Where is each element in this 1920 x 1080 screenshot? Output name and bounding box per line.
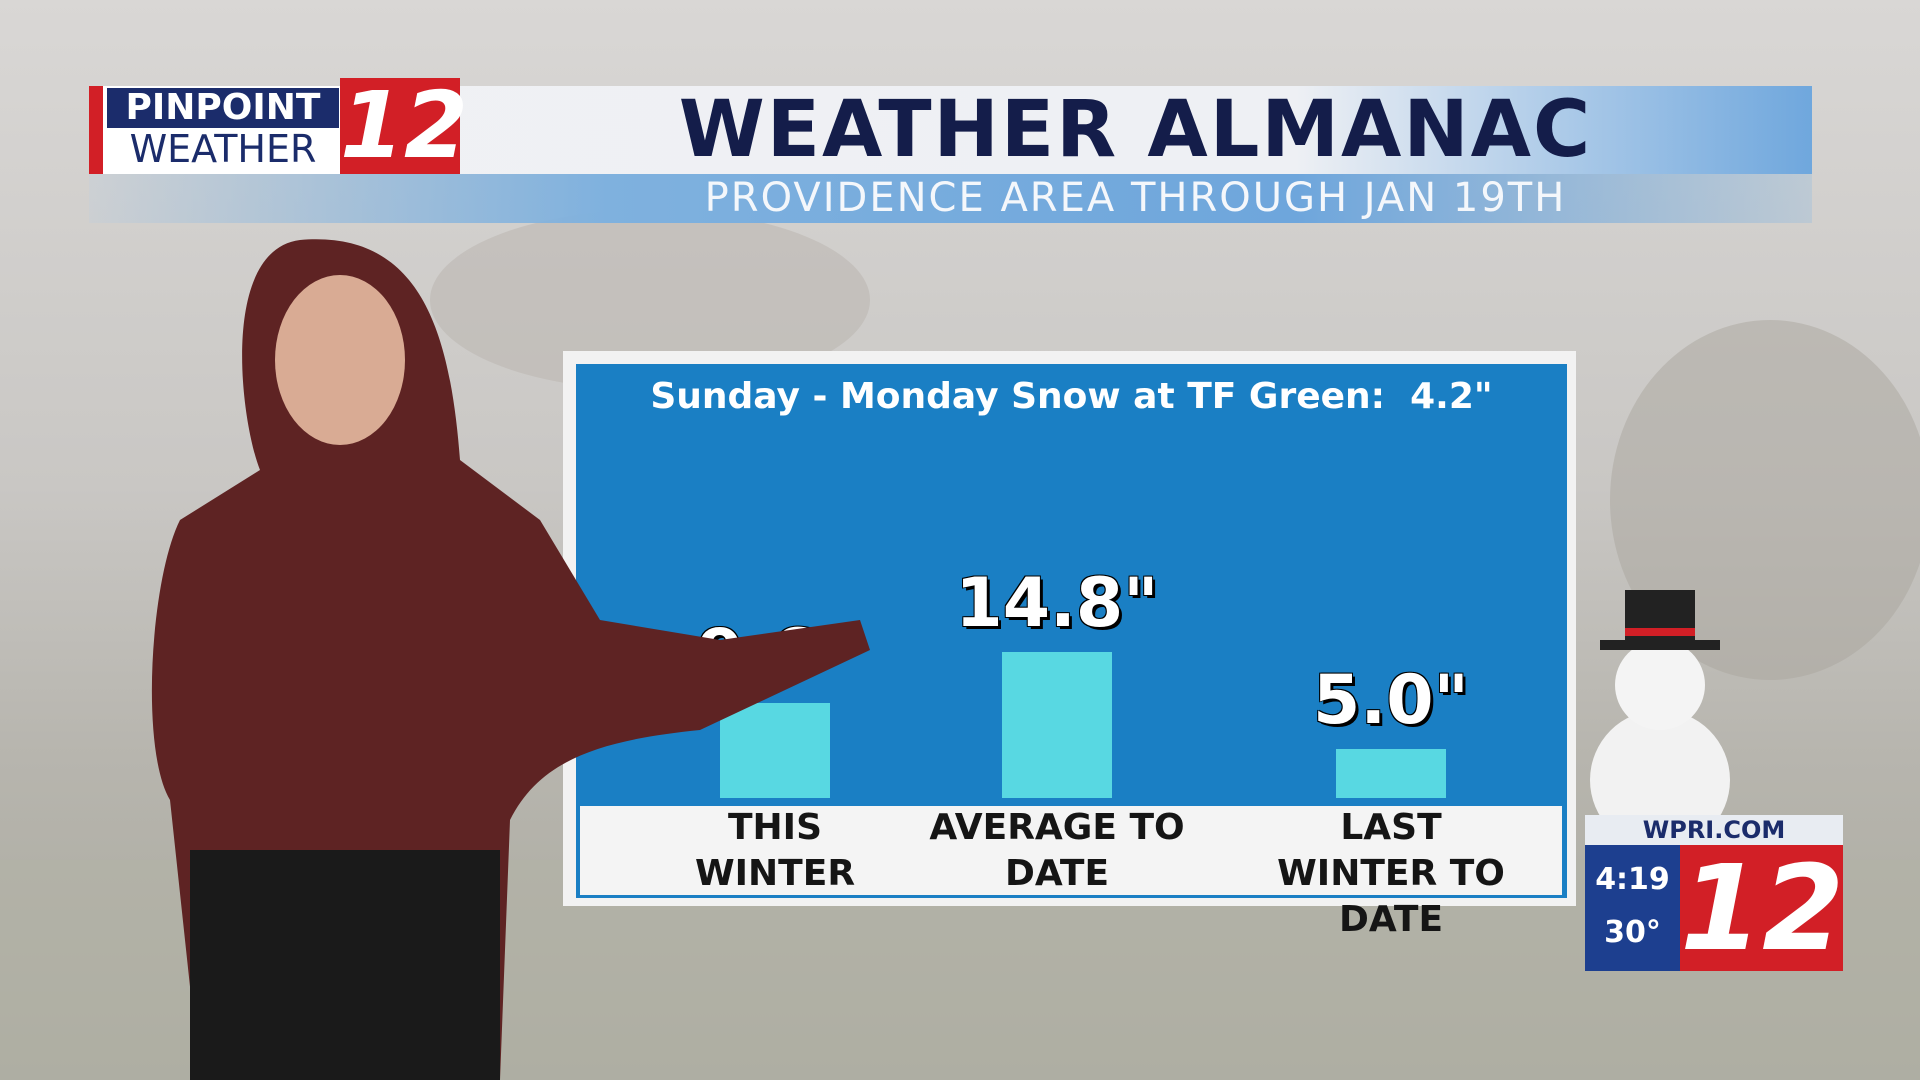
logo-top: PINPOINT — [107, 88, 339, 128]
trees — [430, 210, 870, 390]
value-label: 14.8" — [955, 564, 1159, 644]
category-label: AVERAGE TO DATE — [929, 807, 1185, 894]
chart-title: Sunday - Monday Snow at TF Green: 4.2" — [650, 376, 1493, 417]
subtitle: PROVIDENCE AREA THROUGH JAN 19TH — [704, 175, 1567, 221]
category-label: THIS WINTER — [694, 807, 856, 894]
bar — [1002, 652, 1112, 798]
snowman — [1590, 590, 1730, 820]
subtitle-band — [89, 174, 1812, 223]
bug-logo-number: 12 — [1680, 839, 1845, 977]
presenter-face — [275, 275, 405, 445]
bug-info-panel — [1585, 845, 1680, 971]
bar — [1336, 748, 1446, 798]
website: WPRI.COM — [1585, 815, 1843, 845]
time: 4:19 — [1595, 862, 1670, 897]
logo-accent — [89, 86, 103, 174]
temperature: 30° — [1604, 915, 1661, 950]
title: WEATHER ALMANAC — [678, 85, 1593, 175]
bar — [720, 703, 830, 798]
presenter-trousers — [190, 850, 500, 1080]
value-label: 5.0" — [1313, 660, 1469, 740]
logo-bottom: WEATHER — [129, 127, 317, 171]
trees — [1610, 320, 1920, 680]
category-label: LAST WINTER TO DATE — [1277, 807, 1505, 940]
logo-number: 12 — [340, 72, 469, 179]
label-strip — [580, 806, 1562, 895]
